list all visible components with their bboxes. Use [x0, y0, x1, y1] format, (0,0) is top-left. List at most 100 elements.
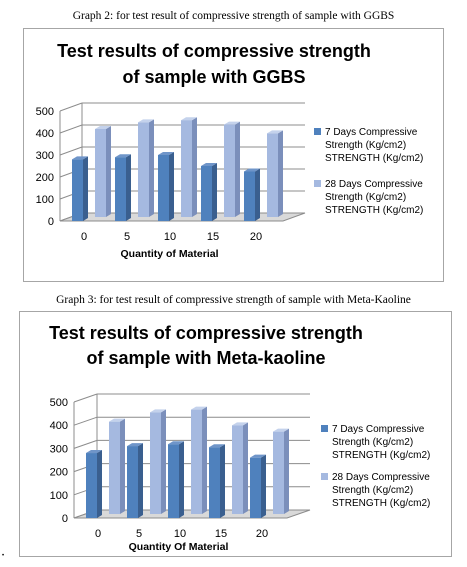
- chart2-bar-7day-10: [168, 444, 179, 518]
- chart2-xtick-label: 10: [174, 528, 186, 540]
- chart2-bar-top: [168, 441, 184, 445]
- chart2-bar-top: [273, 428, 289, 432]
- chart2-bar-side: [138, 443, 143, 518]
- chart2-ytick-label: 0: [62, 513, 68, 525]
- chart1-bar-28day-10: [181, 120, 192, 217]
- chart2-bar-top: [250, 454, 266, 458]
- chart2-bar-side: [202, 406, 207, 514]
- chart2-bar-side: [243, 422, 248, 514]
- chart1-title-line-2: of sample with GGBS: [122, 67, 305, 87]
- chart2-ytick-label: 200: [50, 467, 68, 479]
- chart1-bar-7day-5: [115, 157, 126, 221]
- chart2-gridline-diag: [73, 393, 98, 403]
- chart2-legend-label-2: STRENGTH (Kg/cm2): [332, 498, 430, 509]
- chart2-ytick-label: 300: [50, 443, 68, 455]
- chart2-ytick-label: 100: [50, 490, 68, 502]
- chart2-bar-7day-20: [250, 457, 261, 518]
- chart1-ytick-label: 0: [48, 216, 54, 228]
- chart-1-svg: Test results of compressive strength of s…: [36, 41, 424, 260]
- chart1-legend-label-2: STRENGTH (Kg/cm2): [325, 205, 423, 216]
- chart1-bar-7day-0: [72, 159, 83, 221]
- chart1-legend-label-2: 28 Days Compressive: [325, 179, 423, 190]
- chart-panel-1: Test results of compressive strength of s…: [23, 28, 444, 282]
- chart1-ytick-label: 400: [36, 128, 54, 140]
- chart2-bar-28day-5: [150, 412, 161, 514]
- chart-panel-2: Test results of compressive strength of s…: [19, 311, 452, 557]
- chart2-bar-top: [109, 418, 125, 422]
- chart1-legend-swatch-1: [314, 128, 321, 135]
- chart2-legend-swatch-1: [321, 425, 328, 432]
- chart1-xtick-label: 20: [250, 231, 262, 243]
- chart2-title-line-1: Test results of compressive strength: [49, 323, 363, 343]
- chart1-bar-side: [235, 121, 240, 217]
- chart2-bar-28day-0: [109, 421, 120, 514]
- chart2-legend-swatch-2: [321, 473, 328, 480]
- chart1-x-axis-label: Quantity of Material: [120, 248, 218, 260]
- chart1-bar-top: [138, 119, 154, 123]
- chart1-bar-top: [181, 117, 197, 121]
- chart2-ytick-label: 500: [50, 397, 68, 409]
- chart2-bar-side: [261, 454, 266, 518]
- chart2-bar-7day-15: [209, 447, 220, 518]
- chart2-bar-7day-5: [127, 446, 138, 518]
- chart1-bar-side: [106, 126, 111, 217]
- chart2-bar-side: [220, 444, 225, 518]
- chart1-bar-side: [149, 119, 154, 217]
- chart2-xtick-label: 5: [136, 528, 142, 540]
- chart2-x-axis-label: Quantity Of Material: [129, 541, 229, 553]
- chart1-bar-side: [255, 168, 260, 221]
- chart1-bar-side: [83, 156, 88, 221]
- chart-caption-2: Graph 3: for test result of compressive …: [56, 294, 411, 306]
- chart1-ytick-label: 300: [36, 150, 54, 162]
- chart-caption-1: Graph 2: for test result of compressive …: [72, 10, 395, 22]
- chart1-bar-side: [278, 130, 283, 217]
- chart1-bar-28day-20: [267, 133, 278, 217]
- chart1-bar-top: [224, 121, 240, 125]
- chart-2-svg: Test results of compressive strength of s…: [49, 323, 430, 553]
- chart2-bar-side: [161, 409, 166, 514]
- chart2-xtick-label: 20: [256, 528, 268, 540]
- chart1-bar-28day-5: [138, 122, 149, 217]
- chart2-bar-top: [232, 422, 248, 426]
- chart2-bar-top: [127, 443, 143, 447]
- chart1-bar-28day-15: [224, 124, 235, 217]
- chart1-ytick-label: 500: [36, 106, 54, 118]
- chart2-bar-28day-20: [273, 431, 284, 514]
- chart1-gridline-diag: [59, 124, 83, 134]
- chart2-ytick-label: 400: [50, 420, 68, 432]
- chart2-bar-top: [150, 409, 166, 413]
- chart1-bar-28day-0: [95, 129, 106, 217]
- chart2-bar-side: [97, 450, 102, 518]
- chart1-bar-7day-20: [244, 171, 255, 221]
- chart1-legend-swatch-2: [314, 180, 321, 187]
- chart2-legend-label-1: Strength (Kg/cm2): [332, 437, 413, 448]
- chart1-xtick-label: 0: [81, 231, 87, 243]
- stray-dot: •: [2, 553, 5, 559]
- chart2-title-line-2: of sample with Meta-kaoline: [86, 348, 325, 368]
- chart1-xtick-label: 5: [124, 231, 130, 243]
- chart2-bar-28day-10: [191, 409, 202, 514]
- chart2-legend-label-1: 7 Days Compressive: [332, 424, 425, 435]
- chart1-legend-label-1: STRENGTH (Kg/cm2): [325, 153, 423, 164]
- chart1-legend-label-1: 7 Days Compressive: [325, 127, 418, 138]
- chart1-bar-7day-10: [158, 155, 169, 221]
- chart1-legend-label-2: Strength (Kg/cm2): [325, 192, 406, 203]
- chart2-bar-side: [120, 418, 125, 514]
- chart1-xtick-label: 10: [164, 231, 176, 243]
- chart1-bar-top: [244, 168, 260, 172]
- chart2-bar-top: [86, 450, 102, 454]
- chart1-gridline-diag: [59, 102, 83, 112]
- chart1-bar-top: [267, 130, 283, 134]
- chart2-legend-label-2: Strength (Kg/cm2): [332, 485, 413, 496]
- chart1-bar-7day-15: [201, 166, 212, 221]
- chart1-bar-top: [201, 163, 217, 166]
- chart1-bar-top: [72, 156, 88, 160]
- chart2-bar-28day-15: [232, 425, 243, 514]
- chart2-legend-label-1: STRENGTH (Kg/cm2): [332, 450, 430, 461]
- chart2-legend-label-2: 28 Days Compressive: [332, 472, 430, 483]
- chart1-bar-top: [158, 152, 174, 155]
- chart2-gridline-diag: [73, 416, 98, 426]
- chart1-ytick-label: 200: [36, 172, 54, 184]
- chart2-xtick-label: 0: [95, 528, 101, 540]
- chart2-xtick-label: 15: [215, 528, 227, 540]
